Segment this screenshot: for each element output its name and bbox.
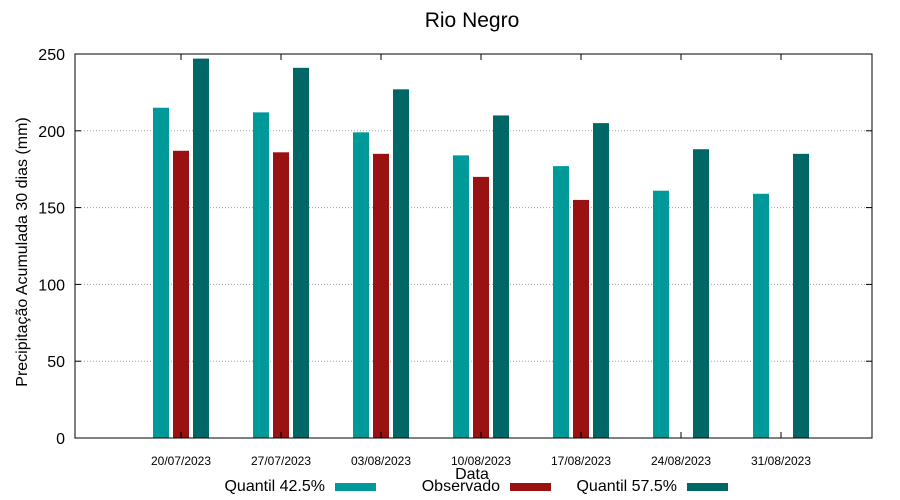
legend-label: Quantil 57.5%	[576, 478, 677, 495]
legend: Quantil 42.5% Observado Quantil 57.5%	[224, 478, 728, 495]
x-tick-label: 24/08/2023	[651, 454, 711, 468]
x-axis-label: Data	[455, 466, 489, 483]
legend-swatch	[687, 483, 728, 491]
plot-frame	[74, 53, 873, 439]
x-tick-label: 03/08/2023	[351, 454, 411, 468]
bar-observado-4	[573, 199, 589, 438]
bar-quantil-57-5--0	[193, 58, 209, 438]
x-ticks: 20/07/2023 27/07/2023 03/08/2023 10/08/2023…	[151, 54, 811, 468]
x-tick-label: 31/08/2023	[751, 454, 811, 468]
y-tick-label: 0	[56, 431, 65, 448]
bar-quantil-57-5--5	[693, 149, 709, 438]
bar-quantil-42-5--2	[353, 132, 369, 438]
y-tick-label: 150	[38, 201, 65, 218]
chart-title: Rio Negro	[425, 9, 520, 32]
legend-swatch	[510, 483, 551, 491]
bar-quantil-42-5--4	[553, 166, 569, 439]
x-tick-label: 20/07/2023	[151, 454, 211, 468]
legend-label: Observado	[422, 478, 500, 495]
y-tick-label: 50	[47, 354, 65, 371]
bar-observado-3	[473, 176, 489, 438]
bars	[153, 58, 809, 439]
y-tick-label: 200	[38, 124, 65, 141]
bar-quantil-57-5--3	[493, 115, 509, 438]
x-tick-label: 10/08/2023	[451, 454, 511, 468]
legend-swatch	[335, 483, 376, 491]
y-tick-label: 100	[38, 277, 65, 294]
legend-label: Quantil 42.5%	[224, 478, 325, 495]
x-tick-label: 17/08/2023	[551, 454, 611, 468]
y-ticks: 0 50 100 150 200 250	[38, 47, 872, 448]
bar-quantil-42-5--0	[153, 107, 169, 438]
bar-observado-2	[373, 153, 389, 438]
bar-quantil-57-5--4	[593, 123, 609, 439]
y-tick-label: 250	[38, 47, 65, 64]
bar-quantil-42-5--5	[653, 190, 669, 438]
bar-quantil-42-5--1	[253, 112, 269, 439]
x-tick-label: 27/07/2023	[251, 454, 311, 468]
bar-quantil-57-5--1	[293, 67, 309, 438]
bar-quantil-42-5--3	[453, 155, 469, 438]
y-axis-label: Precipitação Acumulada 30 dias (mm)	[14, 117, 31, 386]
bar-quantil-42-5--6	[753, 193, 769, 438]
bar-quantil-57-5--6	[793, 153, 809, 438]
bar-quantil-57-5--2	[393, 89, 409, 438]
bar-observado-1	[273, 152, 289, 438]
bar-observado-0	[173, 150, 189, 438]
